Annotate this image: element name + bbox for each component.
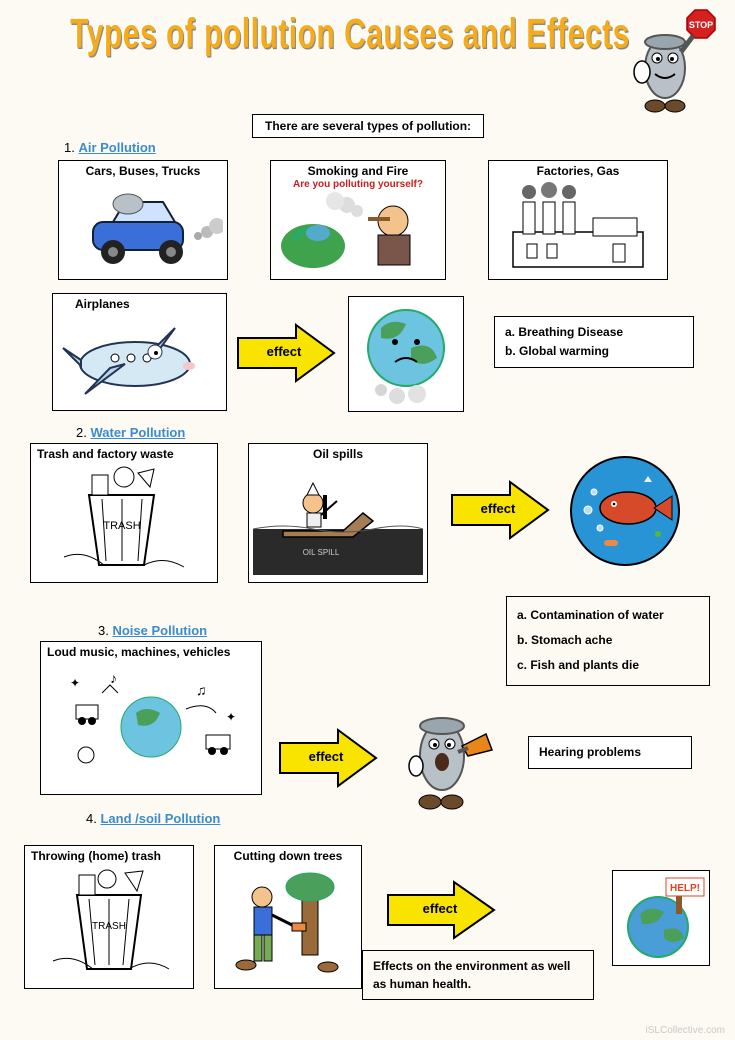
effects-water-a: a. Contamination of water (517, 603, 699, 628)
card-airplanes-caption: Airplanes (53, 294, 226, 312)
section-4-heading: 4. Land /soil Pollution (86, 811, 220, 826)
card-smoking-caption: Smoking and Fire (271, 161, 445, 179)
svg-text:OIL SPILL: OIL SPILL (303, 548, 340, 557)
card-cut-caption: Cutting down trees (215, 846, 361, 864)
svg-text:♫: ♫ (196, 682, 207, 698)
card-airplanes: Airplanes (52, 293, 227, 411)
section-4-label: Land /soil Pollution (100, 811, 220, 826)
section-3-num: 3. (98, 623, 109, 638)
effects-air-b: b. Global warming (505, 342, 683, 361)
section-1-heading: 1. Air Pollution (64, 140, 156, 155)
section-2-label: Water Pollution (90, 425, 185, 440)
section-2-heading: 2. Water Pollution (76, 425, 185, 440)
svg-text:♪: ♪ (110, 670, 117, 686)
card-factories: Factories, Gas (488, 160, 668, 280)
effect-arrow-3-label: effect (298, 749, 354, 764)
section-4-num: 4. (86, 811, 97, 826)
card-loud-caption: Loud music, machines, vehicles (41, 642, 261, 660)
effects-water: a. Contamination of water b. Stomach ach… (506, 596, 710, 686)
card-cars-img (59, 179, 227, 275)
subtitle-box: There are several types of pollution: (252, 114, 484, 138)
card-oil-caption: Oil spills (249, 444, 427, 462)
card-trash-img: TRASH (31, 462, 217, 578)
effects-air-a: a. Breathing Disease (505, 323, 683, 342)
effect-arrow-4-label: effect (412, 901, 468, 916)
card-factories-img (489, 179, 667, 275)
effect-arrow-2-label: effect (470, 501, 526, 516)
earth-help-svg: HELP! (613, 871, 709, 963)
card-loud: Loud music, machines, vehicles ♪ ♫ ✦ ✦ (40, 641, 262, 795)
watermark: iSLCollective.com (646, 1025, 725, 1036)
stop-sign-text: STOP (689, 20, 713, 30)
card-throw-caption: Throwing (home) trash (25, 846, 193, 864)
effects-water-c: c. Fish and plants die (517, 653, 699, 678)
card-factories-caption: Factories, Gas (489, 161, 667, 179)
card-smoking: Smoking and Fire Are you polluting yours… (270, 160, 446, 280)
card-airplanes-img (53, 312, 226, 406)
card-throw: Throwing (home) trash TRASH (24, 845, 194, 989)
card-oil-img: OIL SPILL (249, 462, 427, 578)
section-1-label: Air Pollution (78, 140, 155, 155)
section-1-num: 1. (64, 140, 75, 155)
effects-noise-a: Hearing problems (539, 743, 681, 762)
card-throw-img: TRASH (25, 864, 193, 984)
card-cut-img (215, 864, 361, 984)
card-trash: Trash and factory waste TRASH (30, 443, 218, 583)
card-oil: Oil spills OIL SPILL (248, 443, 428, 583)
section-2-num: 2. (76, 425, 87, 440)
effects-water-b: b. Stomach ache (517, 628, 699, 653)
card-cut: Cutting down trees (214, 845, 362, 989)
card-cars-caption: Cars, Buses, Trucks (59, 161, 227, 179)
mascot-stop-trashcan: STOP (627, 8, 717, 118)
effects-air: a. Breathing Disease b. Global warming (494, 316, 694, 368)
card-loud-img: ♪ ♫ ✦ ✦ (41, 660, 261, 790)
card-smoking-img (271, 190, 445, 272)
section-3-label: Noise Pollution (112, 623, 207, 638)
effects-land: Effects on the environment as well as hu… (362, 950, 594, 1000)
svg-text:✦: ✦ (226, 710, 236, 724)
card-trash-caption: Trash and factory waste (31, 444, 217, 462)
polluted-fish-img (566, 452, 684, 575)
section-3-heading: 3. Noise Pollution (98, 623, 207, 638)
page-title: Types of pollution Causes and Effects (70, 11, 630, 59)
earth-sick-img (348, 296, 464, 412)
card-smoking-sub: Are you polluting yourself? (271, 179, 445, 190)
effect-arrow-1-label: effect (256, 344, 312, 359)
svg-text:✦: ✦ (70, 676, 80, 690)
card-cars: Cars, Buses, Trucks (58, 160, 228, 280)
help-flag-text: HELP! (670, 883, 700, 894)
effects-noise: Hearing problems (528, 736, 692, 769)
mascot-shouting-img (392, 696, 502, 821)
effects-land-text: Effects on the environment as well as hu… (373, 957, 583, 993)
earth-help-img: HELP! (612, 870, 710, 966)
earth-sick-svg (349, 297, 463, 409)
